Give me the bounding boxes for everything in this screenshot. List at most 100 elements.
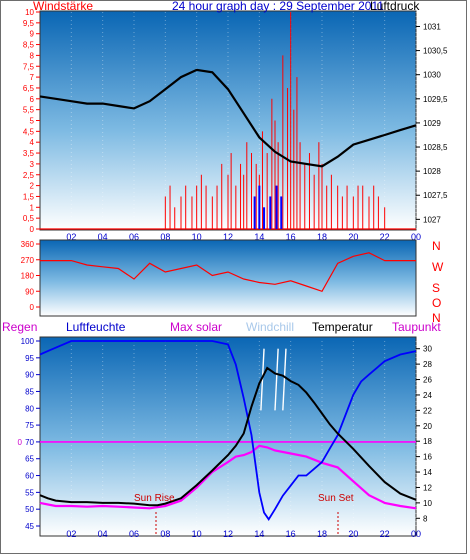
x-axis-tick-label: 00: [411, 529, 421, 539]
right-axis-tick-label: 20: [423, 422, 432, 431]
right-axis-tick-label: 1029,5: [423, 95, 448, 104]
x-axis-tick-label: 20: [348, 529, 358, 539]
x-axis-tick-label: 02: [66, 529, 76, 539]
right-axis-tick-label: 1027,5: [423, 191, 448, 200]
left-axis-tick-label: 70: [25, 438, 34, 447]
left-axis-tick-label: 60: [25, 472, 34, 481]
legend-dewpoint: Taupunkt: [392, 320, 441, 334]
x-axis-tick-label: 04: [98, 232, 108, 242]
right-axis-tick-label: 30: [423, 345, 432, 354]
left-axis-tick-label: 8: [30, 51, 35, 60]
panel2-plot-area: [39, 239, 417, 317]
left-axis-tick-label: 90: [25, 371, 34, 380]
left-axis-tick-label: 0: [30, 225, 35, 234]
right-axis-letter: O: [432, 296, 441, 310]
right-axis-tick-label: 14: [423, 468, 432, 477]
wind-axis-title: Windstärke: [33, 0, 93, 13]
right-axis-tick-label: 1029: [423, 119, 441, 128]
right-axis-tick-label: 1030: [423, 71, 441, 80]
legend-windchill: Windchill: [246, 320, 294, 334]
left-axis-tick-label: 10: [25, 8, 34, 17]
wind-direction-line: [40, 252, 416, 293]
right-axis-tick-label: 1028,5: [423, 143, 448, 152]
right-axis-tick-label: 26: [423, 376, 432, 385]
left-axis-tick-label: 1,5: [23, 192, 35, 201]
x-axis-tick-label: 16: [286, 232, 296, 242]
left-axis-tick-label: 2,5: [23, 171, 35, 180]
panel-wind-pressure: 0 0,5 1 1,52 2,5 3 3,5 4 4,55 5,5 6 6,5 7 7,5 88,5 9 9,5…: [23, 8, 448, 242]
windchill-spike: [282, 348, 287, 411]
left-axis-tick-label: 5: [30, 117, 35, 126]
left-axis-tick-label: 95: [25, 354, 34, 363]
x-axis-tick-label: 20: [348, 232, 358, 242]
x-axis-tick-label: 00: [411, 232, 421, 242]
x-axis-tick-label: 18: [317, 529, 327, 539]
x-axis-tick-label: 06: [129, 232, 139, 242]
sunrise-label: Sun Rise: [134, 493, 175, 504]
left-axis-tick-label: 7: [30, 73, 35, 82]
legend-rain: Regen: [2, 320, 37, 334]
left-axis-tick-label: 3,5: [23, 149, 35, 158]
temperature-line: [39, 366, 417, 507]
left-axis-tick-label: 6,5: [23, 84, 35, 93]
left-axis-tick-label: 2: [30, 182, 35, 191]
right-axis-tick-label: 1028: [423, 167, 441, 176]
right-axis-tick-label: 16: [423, 453, 432, 462]
left-axis-tick-label: 9,5: [23, 19, 35, 28]
windchill-spike: [274, 348, 279, 411]
x-axis-tick-label: 18: [317, 232, 327, 242]
pressure-line: [39, 68, 417, 168]
humidity-line: [39, 340, 417, 521]
left-axis-tick-label: 90: [25, 287, 34, 296]
right-axis-letter: N: [432, 311, 441, 325]
legend-temperature: Temperatur: [312, 320, 373, 334]
right-axis-letter: N: [432, 239, 441, 253]
pressure-axis-title: Luftdruck: [370, 0, 420, 13]
right-axis-tick-label: 1027: [423, 215, 441, 224]
x-axis-tick-label: 10: [192, 529, 202, 539]
x-axis-tick-label: 22: [380, 232, 390, 242]
left-axis-tick-label: 55: [25, 488, 34, 497]
left-axis-tick-label: 0,5: [23, 214, 35, 223]
right-axis-tick-label: 10: [423, 499, 432, 508]
left-axis-tick-label: 9: [30, 30, 35, 39]
x-axis-tick-label: 04: [98, 529, 108, 539]
left-axis-tick-label: 75: [25, 421, 34, 430]
windchill-spike: [260, 348, 265, 411]
left-axis-tick-label: 4: [30, 138, 35, 147]
x-axis-tick-label: 12: [223, 529, 233, 539]
x-axis-tick-label: 14: [254, 232, 264, 242]
left-axis-tick-label: 7,5: [23, 62, 35, 71]
left-axis-tick-label: 360: [21, 240, 35, 249]
left-axis-tick-label: 4,5: [23, 127, 35, 136]
x-axis-tick-label: 02: [66, 232, 76, 242]
legend-humidity: Luftfeuchte: [66, 320, 126, 334]
right-axis-tick-label: 12: [423, 483, 432, 492]
right-axis-tick-label: 22: [423, 406, 432, 415]
dewpoint-line: [39, 444, 417, 510]
left-axis-tick-label: 1: [30, 203, 35, 212]
x-axis-tick-label: 22: [380, 529, 390, 539]
right-axis-letter: W: [432, 260, 444, 274]
x-axis-tick-label: 06: [129, 529, 139, 539]
left-axis-tick-label: 8,5: [23, 41, 35, 50]
x-axis-tick-label: 10: [192, 232, 202, 242]
x-axis-tick-label: 08: [160, 232, 170, 242]
right-axis-letter: S: [432, 281, 440, 295]
left-axis-tick-label: 3: [30, 160, 35, 169]
left-axis-tick-label: 6: [30, 95, 35, 104]
left-axis-tick-label: 80: [25, 404, 34, 413]
right-axis-tick-label: 28: [423, 360, 432, 369]
x-axis-tick-label: 14: [254, 529, 264, 539]
right-axis-tick-label: 8: [423, 514, 428, 523]
left-axis-tick-label: 270: [21, 256, 35, 265]
x-axis-tick-label: 12: [223, 232, 233, 242]
sunset-label: Sun Set: [318, 493, 354, 504]
left-axis-tick-label: 85: [25, 387, 34, 396]
right-axis-tick-label: 1030,5: [423, 47, 448, 56]
right-axis-tick-label: 24: [423, 391, 432, 400]
left-axis-tick-label: 50: [25, 505, 34, 514]
legend-solar: Max solar: [170, 320, 222, 334]
